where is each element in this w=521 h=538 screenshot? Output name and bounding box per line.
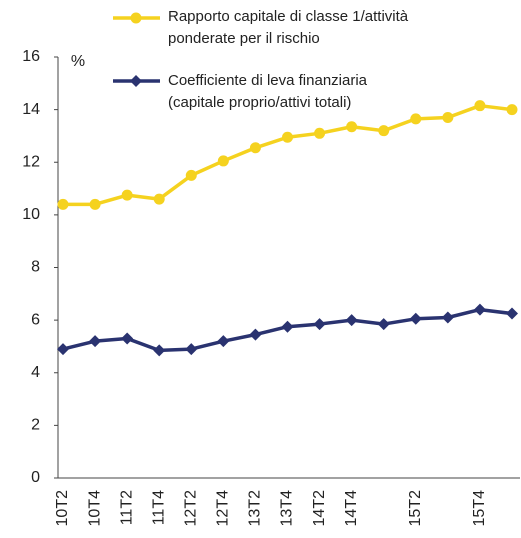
point — [441, 311, 454, 324]
y-tick-label: 12 — [22, 153, 40, 170]
point — [314, 127, 326, 139]
y-tick-label: 0 — [31, 469, 40, 486]
point — [249, 142, 261, 154]
y-tick-label: 16 — [22, 48, 40, 65]
x-tick-label: 15T2 — [407, 490, 424, 527]
unit-label: % — [71, 53, 85, 70]
point — [121, 332, 134, 345]
point — [346, 121, 358, 133]
x-tick-label: 11T4 — [150, 490, 167, 525]
point — [442, 112, 454, 124]
x-tick-label: 13T2 — [247, 490, 264, 527]
point — [57, 198, 69, 210]
x-tick-label: 12T2 — [183, 490, 200, 527]
x-tick-label: 10T4 — [86, 490, 103, 527]
point — [474, 100, 486, 112]
x-tick-label: 14T4 — [343, 490, 360, 527]
point — [121, 189, 133, 201]
point — [153, 344, 166, 357]
point — [217, 155, 229, 167]
point — [282, 131, 293, 143]
x-tick-label: 13T4 — [279, 490, 296, 527]
point — [345, 314, 358, 327]
legend-marker — [130, 12, 142, 24]
point — [89, 198, 101, 210]
point — [185, 343, 198, 356]
point — [409, 312, 422, 325]
point — [506, 307, 518, 320]
x-tick-label: 12T4 — [215, 490, 232, 527]
legend-label: Coefficiente di leva finanziaria (capita… — [168, 72, 368, 111]
x-tick-label: 15T4 — [471, 490, 488, 527]
point — [217, 335, 230, 348]
legend-label: Rapporto capitale di classe 1/attività p… — [168, 8, 409, 47]
point — [410, 113, 422, 125]
point — [153, 193, 165, 205]
y-tick-label: 14 — [22, 101, 40, 118]
point — [506, 104, 518, 116]
point — [249, 328, 262, 341]
point — [89, 335, 102, 348]
point — [378, 125, 390, 137]
y-tick-label: 2 — [31, 417, 40, 434]
y-tick-label: 8 — [31, 259, 40, 276]
point — [473, 303, 486, 316]
point — [57, 343, 69, 356]
y-tick-label: 10 — [22, 206, 40, 223]
x-tick-label: 14T2 — [311, 490, 328, 527]
point — [313, 318, 326, 331]
legend-marker — [130, 75, 142, 87]
point — [377, 318, 390, 331]
x-tick-label: 10T2 — [54, 490, 71, 527]
y-tick-label: 6 — [31, 311, 40, 328]
point — [185, 169, 197, 181]
point — [281, 320, 294, 333]
y-tick-label: 4 — [31, 364, 40, 381]
x-tick-label: 11T2 — [118, 490, 135, 525]
